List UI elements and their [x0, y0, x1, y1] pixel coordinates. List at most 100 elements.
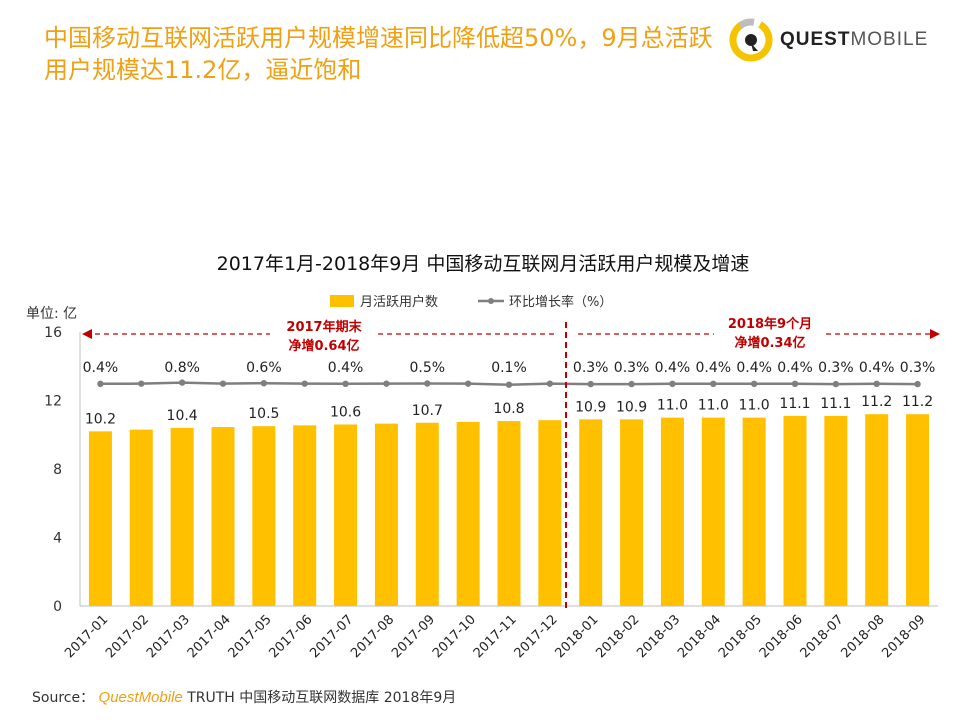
chart-title: 2017年1月-2018年9月 中国移动互联网月活跃用户规模及增速: [217, 253, 750, 275]
growth-rate-marker: [546, 380, 554, 387]
bar-value-label: 10.5: [248, 406, 279, 422]
x-tick-label: 2017-03: [144, 612, 193, 661]
growth-rate-marker: [424, 380, 431, 387]
growth-rate-marker: [464, 380, 472, 387]
y-axis: 0 4 8 12 16: [44, 325, 62, 615]
questmobile-logo: QUESTMOBILE: [728, 12, 928, 68]
bar: [538, 420, 562, 606]
growth-rate-marker: [383, 380, 390, 387]
bar: [824, 415, 848, 606]
x-tick-label: 2017-06: [267, 612, 316, 661]
growth-rate-marker: [710, 380, 717, 387]
x-tick-label: 2017-01: [62, 612, 111, 661]
bar-value-label: 11.2: [902, 394, 933, 410]
bar: [742, 417, 766, 606]
legend-swatch-bar: [330, 295, 354, 307]
growth-rate-label: 0.4%: [736, 360, 772, 376]
annotation-2017-line1: 2017年期末: [286, 319, 362, 335]
growth-rate-marker: [138, 380, 145, 387]
bar: [579, 419, 603, 606]
x-tick-label: 2017-04: [185, 612, 234, 661]
bar: [334, 424, 358, 606]
growth-rate-label: 0.4%: [655, 360, 691, 376]
x-tick-label: 2017-05: [226, 612, 275, 661]
x-tick-label: 2017-02: [103, 612, 152, 661]
bar: [620, 419, 644, 606]
bar: [211, 427, 235, 606]
growth-rate-label: 0.3%: [900, 360, 936, 376]
growth-rate-marker: [669, 380, 676, 387]
source-prefix: Source：: [32, 690, 95, 706]
x-tick-label: 2018-01: [553, 612, 602, 661]
bar: [252, 426, 276, 606]
bar-value-label: 11.2: [861, 394, 892, 410]
x-tick-label: 2018-05: [716, 612, 765, 661]
growth-rate-marker: [750, 380, 758, 387]
bar: [88, 431, 112, 606]
growth-rate-marker: [97, 380, 104, 387]
source-brand: QuestMobile: [98, 689, 183, 706]
y-tick-label: 4: [53, 531, 62, 547]
annotation-2018: 2018年9个月 净增0.34亿: [578, 316, 940, 351]
x-tick-label: 2018-07: [798, 612, 847, 661]
bar-value-labels: 10.2 10.4 10.5 10.6 10.7 10.8 10.9 10.9 11.0 11.0…: [85, 394, 933, 427]
growth-rate-marker: [791, 380, 799, 387]
growth-rate-marker: [505, 381, 513, 388]
x-tick-label: 2018-08: [839, 612, 888, 661]
x-tick-label: 2018-04: [675, 612, 724, 661]
source-text: TRUTH 中国移动互联网数据库 2018年9月: [187, 690, 457, 706]
y-tick-label: 12: [44, 394, 62, 410]
growth-rate-marker: [301, 380, 308, 387]
growth-rate-label: 0.3%: [573, 360, 609, 376]
growth-rate-label: 0.5%: [409, 360, 445, 376]
annotation-2018-line1: 2018年9个月: [728, 316, 812, 332]
x-axis-tick-labels: 2017-012017-022017-032017-042017-052017-…: [62, 612, 928, 661]
growth-rate-marker: [587, 380, 594, 388]
bar-value-label: 11.0: [739, 398, 770, 414]
x-tick-label: 2017-07: [307, 612, 356, 661]
bar: [660, 417, 684, 606]
source-note: Source： QuestMobile TRUTH 中国移动互联网数据库 201…: [32, 687, 456, 707]
growth-rate-marker: [873, 380, 880, 387]
y-tick-label: 16: [44, 325, 62, 341]
line-series: [97, 379, 921, 388]
bar-value-label: 10.9: [616, 399, 647, 415]
bar: [415, 422, 439, 606]
bar: [783, 415, 807, 606]
growth-rate-marker: [914, 380, 921, 388]
growth-rate-label: 0.4%: [859, 360, 895, 376]
legend-swatch-marker: [488, 298, 494, 304]
growth-rate-label: 0.4%: [83, 360, 119, 376]
growth-rate-marker: [628, 380, 635, 388]
y-tick-label: 0: [53, 599, 62, 615]
chart-legend: 月活跃用户数 环比增长率（%）: [330, 294, 612, 310]
legend-label-bar: 月活跃用户数: [360, 294, 438, 310]
growth-rate-label: 0.1%: [491, 360, 527, 376]
questmobile-logo-icon: [729, 18, 773, 62]
bar-value-label: 10.9: [575, 399, 606, 415]
growth-rate-label: 0.6%: [246, 360, 282, 376]
annotation-2017: 2017年期末 净增0.64亿: [82, 319, 556, 354]
growth-rate-label: 0.3%: [818, 360, 854, 376]
growth-rate-label: 0.4%: [695, 360, 731, 376]
bar-value-label: 10.8: [493, 401, 524, 417]
y-tick-label: 8: [53, 462, 62, 478]
bar-value-label: 10.7: [412, 403, 443, 419]
bar: [497, 421, 521, 606]
bar: [374, 423, 398, 606]
logo-text: QUESTMOBILE: [780, 29, 929, 50]
bar-value-label: 10.6: [330, 404, 361, 420]
line-value-labels: 0.4% 0.8% 0.6% 0.4% 0.5% 0.1% 0.3% 0.3% 0.4% 0.4%…: [83, 360, 936, 376]
bar-value-label: 11.0: [698, 398, 729, 414]
bar-value-label: 11.1: [820, 396, 851, 412]
x-tick-label: 2018-02: [593, 612, 642, 661]
growth-rate-label: 0.3%: [614, 360, 650, 376]
x-tick-label: 2018-03: [634, 612, 683, 661]
x-tick-label: 2017-09: [389, 612, 438, 661]
x-tick-label: 2017-12: [512, 612, 561, 661]
annotation-2017-arrow-left-icon: [82, 329, 92, 339]
growth-rate-marker: [219, 380, 227, 387]
annotation-2018-arrow-right-icon: [930, 329, 940, 339]
legend-label-line: 环比增长率（%）: [509, 294, 612, 310]
